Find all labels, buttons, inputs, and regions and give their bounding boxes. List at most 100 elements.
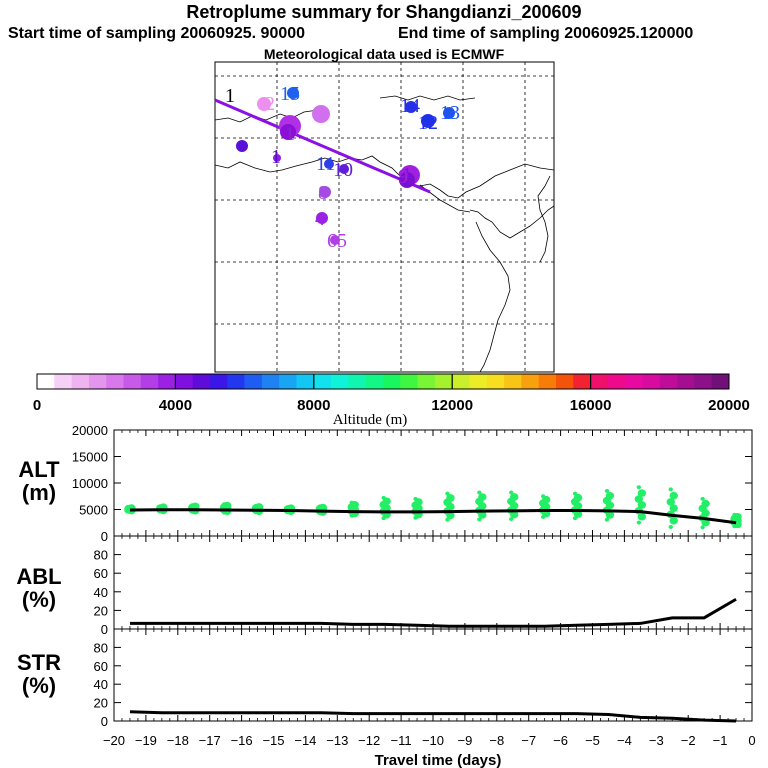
altitude-scatter-point [668,525,673,529]
altitude-scatter-point [478,493,487,501]
colorbar-cell [538,374,557,389]
plume-cluster-label: 8 [318,182,328,204]
plume-cluster-label: 1 [405,169,415,191]
altitude-scatter-point [510,493,519,501]
altitude-scatter-point [158,504,163,509]
plume-marker [324,159,334,169]
map-coastlines [215,95,554,372]
plume-cluster-label: 13 [440,102,460,124]
colorbar-cell [434,374,453,389]
altitude-scatter-point [190,503,195,508]
plume-cluster-label: 4 [315,208,325,230]
x-tick-label: −7 [521,733,536,748]
plume-cluster-label: 65 [327,230,347,252]
alt-panel-frame [113,429,753,537]
colorbar-cell [383,374,401,389]
y-tick-label: 40 [94,585,108,600]
altitude-scatter-point [636,520,642,525]
x-tick-label: −6 [553,733,568,748]
abl-label-line2: (%) [21,587,57,612]
altitude-scatter-point [634,495,644,503]
colorbar-cell [37,374,55,389]
y-tick-label: 40 [94,677,108,692]
colorbar-cell [677,374,695,389]
plume-marker [443,107,455,119]
alt-label-line1: ALT [18,457,60,482]
str-line [129,710,737,723]
altitude-scatter-point [540,494,546,499]
x-tick-label: −16 [231,733,253,748]
plume-centroid-track [214,98,431,194]
x-tick-label: −9 [457,733,472,748]
plume-marker [257,97,271,111]
colorbar-cell [140,374,159,389]
colorbar-cell [54,374,72,389]
str-panel-label: STR (%) [10,651,68,697]
altitude-scatter-point [349,500,354,505]
colorbar-cell [175,374,193,389]
alt-mean-line [129,508,737,525]
colorbar-cell [504,374,522,389]
y-tick-label: 20 [94,603,108,618]
altitude-scatter-point [572,491,578,496]
plume-cluster-label: 1 [225,85,235,107]
altitude-scatter-point [477,490,482,495]
y-tick-label: 60 [94,566,108,581]
abl-label-line1: ABL [16,564,62,589]
colorbar-cell [261,374,280,389]
colorbar-cell [573,374,591,389]
colorbar-cell [244,374,263,389]
alt-panel-label: ALT (m) [10,458,68,504]
x-tick-label: −11 [391,733,412,748]
plume-marker [319,186,331,198]
altitude-scatter-point [700,525,705,530]
colorbar-cell [279,374,297,389]
altitude-scatter-point [605,491,615,500]
altitude-scatter-point [668,487,673,492]
y-tick-label: 80 [94,640,108,655]
altitude-scatter-point [126,505,131,510]
plume-marker [280,124,296,140]
time-series-panels: 0 5000 10000 15000 20000 0 20 40 60 80 0 20 40 60 80 −… [72,423,756,768]
altitude-scatter-point [221,502,227,507]
plume-cluster-label: 1 [402,164,412,186]
plume-cluster-label: 12 [418,112,438,134]
colorbar-cell [400,374,418,389]
y-tick-label: 60 [94,659,108,674]
colorbar-cell [521,374,539,389]
plume-marker [273,154,281,162]
y-tick-label: 0 [101,529,108,544]
plume-cluster-label: 1 [271,146,281,168]
colorbar-cell [590,374,609,389]
y-tick-label: 20 [94,696,108,711]
str-label-line2: (%) [21,673,57,698]
altitude-scatter-point [636,485,642,490]
altitude-scatter-point [669,504,678,512]
altitude-scatter-point [285,505,291,510]
x-tick-label: −8 [489,733,504,748]
colorbar-cell [296,374,315,389]
colorbar-cell [642,374,661,389]
x-tick-label: −1 [713,733,728,748]
start-time-label: Start time of sampling 20060925. 90000 [8,25,306,42]
altitude-scatter-point [700,496,705,501]
altitude-scatter-point [573,493,583,502]
chart-title: Retroplume summary for Shangdianzi_20060… [186,2,582,22]
colorbar-cell [711,374,730,389]
colorbar-cell [348,374,366,389]
colorbar-cell [417,374,436,389]
altitude-scatter-point [637,489,647,497]
x-tick-label: 0 [748,733,755,748]
plume-cluster-label: 15 [280,83,300,105]
plume-cluster-label: 9 [398,166,408,188]
x-tick-label: −18 [167,733,189,748]
altitude-scatter-point [317,504,323,509]
altitude-scatter-point [477,517,482,522]
colorbar-cell [659,374,678,389]
y-tick-label: 20000 [72,423,108,438]
str-panel-frame [113,628,753,722]
altitude-scatter-point [253,503,259,508]
y-tick-label: 80 [94,548,108,563]
plume-marker [339,164,349,174]
plume-cluster-label: 10 [333,159,353,181]
